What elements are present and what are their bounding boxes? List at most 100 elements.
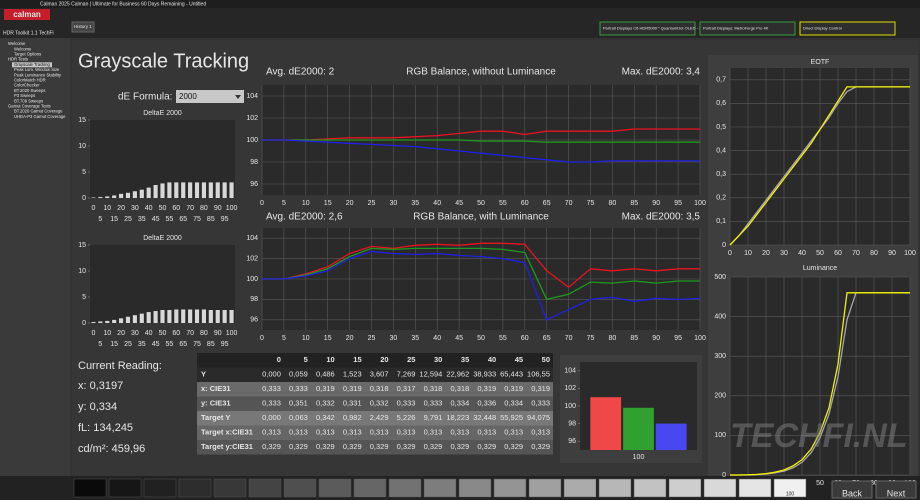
swatch[interactable] — [318, 478, 352, 498]
sidebar-item[interactable]: ColorChecker — [14, 83, 40, 88]
table-cell: 32,448 — [473, 413, 496, 422]
swatch[interactable] — [738, 478, 772, 498]
bar — [174, 182, 179, 198]
swatch[interactable] — [178, 478, 212, 498]
table-header-bg — [197, 353, 553, 368]
swatch[interactable] — [283, 478, 317, 498]
sidebar-item[interactable]: Peak Luminance Stability — [14, 72, 62, 77]
swatch[interactable] — [353, 478, 387, 498]
device-selector[interactable] — [799, 21, 896, 36]
table-cell: 0,318 — [424, 384, 443, 393]
swatch[interactable] — [493, 478, 527, 498]
x-tick-label: 25 — [368, 335, 376, 342]
swatch[interactable] — [668, 478, 702, 498]
sidebar-item[interactable]: Welcome — [8, 41, 26, 46]
series-line — [262, 139, 700, 143]
sidebar-item[interactable]: P3 Sweeps — [14, 93, 35, 98]
swatch[interactable] — [633, 478, 667, 498]
sidebar-item[interactable]: BT.2020 Gamut Coverage — [14, 109, 63, 114]
swatch[interactable] — [388, 478, 422, 498]
x-tick-label: 55 — [166, 341, 174, 348]
table-cell: 0,332 — [316, 399, 335, 408]
swatch[interactable] — [563, 478, 597, 498]
sidebar-item[interactable]: ColorMatch HDR — [14, 78, 46, 83]
sidebar-item[interactable]: Gamut Coverage Tests — [8, 104, 51, 109]
table-row-label: Target y:CIE31 — [201, 442, 253, 451]
reading-line: cd/m²: 459,96 — [78, 443, 145, 455]
sidebar-item[interactable]: Peak Lum. Window Size — [14, 67, 60, 72]
bar — [119, 193, 124, 198]
swatch[interactable] — [458, 478, 492, 498]
bar — [105, 320, 110, 323]
nav-button[interactable] — [875, 480, 917, 499]
y-tick-label: 98 — [568, 420, 576, 427]
x-tick-label: 90 — [652, 200, 660, 207]
formula-dropdown[interactable] — [176, 90, 244, 103]
logo-box[interactable] — [4, 9, 50, 20]
x-tick-label: 45 — [455, 335, 463, 342]
device-selector[interactable] — [599, 21, 696, 36]
table-cell: 0,318 — [450, 384, 469, 393]
x-tick-label: 100 — [694, 335, 706, 342]
table-row-label: x: CIE31 — [201, 384, 231, 393]
table-cell: 0,319 — [504, 384, 523, 393]
nav-button[interactable] — [831, 480, 873, 499]
sidebar-item[interactable]: BT.709 Sweeps — [14, 98, 43, 103]
x-tick-label: 80 — [200, 205, 208, 212]
sidebar-item[interactable]: HDR Tests — [8, 57, 28, 62]
y-tick-label: 98 — [250, 159, 258, 166]
swatch[interactable] — [73, 478, 107, 498]
x-tick-label: 55 — [499, 200, 507, 207]
x-tick-label: 25 — [124, 341, 132, 348]
nav-button-label: Next — [887, 488, 906, 498]
y-tick-label: 0 — [722, 472, 726, 479]
swatch[interactable] — [773, 478, 807, 498]
bar — [125, 316, 131, 323]
y-tick-label: 104 — [246, 235, 258, 242]
table-cell: 0,313 — [450, 428, 469, 437]
x-tick-label: 65 — [179, 216, 187, 223]
swatch[interactable] — [213, 478, 247, 498]
sidebar-item[interactable]: Target Options — [14, 52, 41, 57]
annotation: Avg. dE2000: 2,6 — [266, 212, 343, 223]
series-line — [730, 292, 910, 476]
x-tick-label: 10 — [103, 330, 111, 337]
y-tick-label: 100 — [246, 276, 258, 283]
table-cell: 0,313 — [424, 428, 443, 437]
swatch[interactable] — [108, 478, 142, 498]
tab[interactable] — [71, 21, 95, 33]
y-tick-label: 0 — [82, 195, 86, 202]
y-tick-label: 96 — [250, 181, 258, 188]
table-row-bg — [197, 425, 553, 440]
table-cell: 0,329 — [397, 442, 416, 451]
sidebar-item[interactable]: BT.2020 Sweeps — [14, 88, 45, 93]
table-cell: 0,351 — [289, 399, 308, 408]
swatch[interactable] — [423, 478, 457, 498]
x-tick-label: 55 — [166, 216, 174, 223]
series-line — [262, 242, 700, 289]
swatch[interactable] — [143, 478, 177, 498]
x-tick-label: 70 — [852, 250, 860, 257]
device-selector[interactable] — [699, 21, 796, 36]
table-cell: 0,317 — [397, 384, 416, 393]
table-cell: 0,333 — [531, 399, 550, 408]
swatch[interactable] — [528, 478, 562, 498]
swatch[interactable] — [598, 478, 632, 498]
swatch[interactable] — [248, 478, 282, 498]
table-cell: 0,319 — [316, 384, 335, 393]
swatch[interactable] — [703, 478, 737, 498]
table-cell: 0,000 — [262, 413, 281, 422]
series-line — [729, 86, 910, 246]
y-tick-label: 100 — [714, 432, 726, 439]
sidebar-item[interactable]: Welcome — [14, 46, 32, 51]
x-tick-label: 0 — [91, 330, 95, 337]
x-tick-label: 80 — [870, 480, 878, 487]
sidebar-item[interactable]: Grayscale Tracking — [14, 62, 51, 67]
table-cell: 0,342 — [316, 413, 335, 422]
x-tick-label: 25 — [124, 216, 132, 223]
chart-title: DeltaE 2000 — [143, 110, 182, 117]
sidebar-item[interactable]: UHDA-P3 Gamut Coverage — [14, 114, 66, 119]
y-tick-label: 300 — [714, 353, 726, 360]
table-cell: 0,319 — [531, 384, 550, 393]
bar — [188, 182, 193, 198]
